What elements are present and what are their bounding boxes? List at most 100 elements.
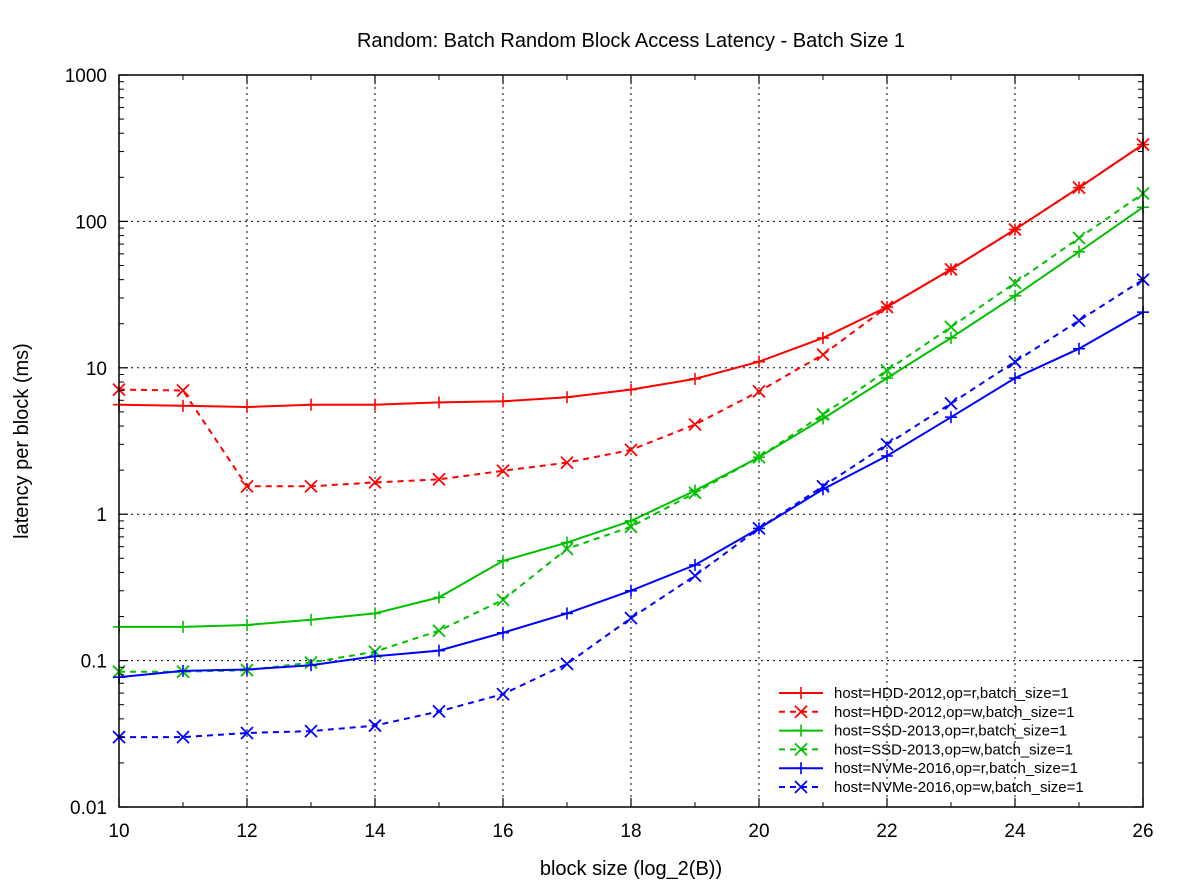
x-tick-label: 22 xyxy=(876,821,897,842)
y-tick-label: 1000 xyxy=(65,66,107,87)
legend-entry: host=HDD-2012,op=r,batch_size=1 xyxy=(779,685,1069,702)
legend-marker xyxy=(794,705,808,719)
data-point xyxy=(881,372,893,385)
data-point xyxy=(689,558,701,571)
data-point xyxy=(369,607,381,620)
x-tick-label: 26 xyxy=(1132,821,1153,842)
data-point xyxy=(497,395,509,408)
legend-label: host=SSD-2013,op=r,batch_size=1 xyxy=(834,723,1067,740)
series-5 xyxy=(112,273,1150,744)
x-tick-label: 12 xyxy=(236,821,257,842)
y-tick-label: 0.01 xyxy=(70,798,107,819)
data-point xyxy=(433,644,445,657)
legend-entry: host=SSD-2013,op=w,batch_size=1 xyxy=(779,741,1073,758)
data-point xyxy=(688,417,702,432)
data-point xyxy=(304,479,318,493)
data-point xyxy=(561,536,573,549)
data-point xyxy=(624,520,638,534)
data-point xyxy=(625,383,637,396)
data-point xyxy=(240,726,254,740)
series-line xyxy=(119,192,1144,673)
data-point xyxy=(1073,245,1085,258)
grid xyxy=(119,75,1143,807)
data-point xyxy=(177,399,189,412)
data-point xyxy=(880,437,894,451)
y-tick-label: 10 xyxy=(86,359,107,380)
data-point xyxy=(177,620,189,633)
legend-marker xyxy=(795,762,807,775)
data-point xyxy=(368,718,382,733)
legend-entry: host=HDD-2012,op=w,batch_size=1 xyxy=(779,704,1075,721)
data-point xyxy=(241,400,253,413)
legend-label: host=HDD-2012,op=w,batch_size=1 xyxy=(834,704,1075,721)
series-line xyxy=(119,278,1144,739)
y-axis-title: latency per block (ms) xyxy=(11,343,33,539)
data-point xyxy=(1008,355,1022,369)
data-point xyxy=(817,331,829,344)
legend: host=HDD-2012,op=r,batch_size=1 host=HDD-… xyxy=(779,685,1084,796)
data-point xyxy=(688,569,702,583)
data-point xyxy=(625,584,637,597)
data-point xyxy=(432,472,446,486)
legend-label: host=NVMe-2016,op=w,batch_size=1 xyxy=(834,779,1084,796)
data-point xyxy=(497,554,509,567)
data-point xyxy=(1008,222,1022,237)
data-point xyxy=(368,475,382,489)
legend-label: host=HDD-2012,op=r,batch_size=1 xyxy=(834,685,1069,702)
data-point xyxy=(560,456,574,470)
data-point xyxy=(432,704,446,719)
data-point xyxy=(561,607,573,620)
legend-marker xyxy=(795,687,807,699)
x-tick-label: 20 xyxy=(748,821,769,842)
legend-marker xyxy=(794,742,808,757)
data-point xyxy=(816,407,830,422)
data-point xyxy=(433,396,445,409)
data-point xyxy=(1073,342,1085,355)
data-point xyxy=(1008,276,1022,290)
legend-marker xyxy=(795,724,807,737)
data-point xyxy=(177,664,189,677)
data-point xyxy=(305,659,317,672)
x-tick-label: 18 xyxy=(620,821,641,842)
data-point xyxy=(880,300,894,314)
data-point xyxy=(496,687,510,701)
data-point xyxy=(561,391,573,404)
data-point xyxy=(241,619,253,632)
series-4 xyxy=(113,306,1149,684)
data-point xyxy=(1009,289,1021,302)
data-point xyxy=(1072,181,1086,195)
y-tick-label: 1 xyxy=(96,505,107,526)
x-tick-label: 24 xyxy=(1004,821,1026,842)
data-point xyxy=(688,486,702,500)
legend-label: host=SSD-2013,op=w,batch_size=1 xyxy=(834,741,1073,758)
series-2 xyxy=(113,201,1149,633)
data-point xyxy=(625,514,637,527)
data-point xyxy=(496,593,510,607)
data-point xyxy=(240,479,254,493)
x-tick-label: 16 xyxy=(492,821,513,842)
chart-title: Random: Batch Random Block Access Latenc… xyxy=(357,30,905,52)
data-point xyxy=(752,384,766,399)
x-tick-label: 10 xyxy=(108,821,129,842)
data-point xyxy=(176,383,190,398)
data-point xyxy=(304,724,318,738)
data-point xyxy=(1072,231,1086,245)
data-point xyxy=(560,542,574,556)
data-point xyxy=(944,396,958,411)
legend-entry: host=SSD-2013,op=r,batch_size=1 xyxy=(779,723,1067,740)
data-point xyxy=(816,479,830,493)
data-point xyxy=(881,449,893,462)
data-point xyxy=(241,663,253,676)
x-tick-label: 14 xyxy=(364,821,386,842)
data-point xyxy=(369,398,381,411)
data-point xyxy=(433,591,445,604)
data-point xyxy=(305,398,317,411)
data-point xyxy=(816,348,830,362)
data-point xyxy=(944,320,958,334)
data-point xyxy=(497,626,509,639)
data-point xyxy=(944,262,958,277)
data-point xyxy=(496,464,510,478)
